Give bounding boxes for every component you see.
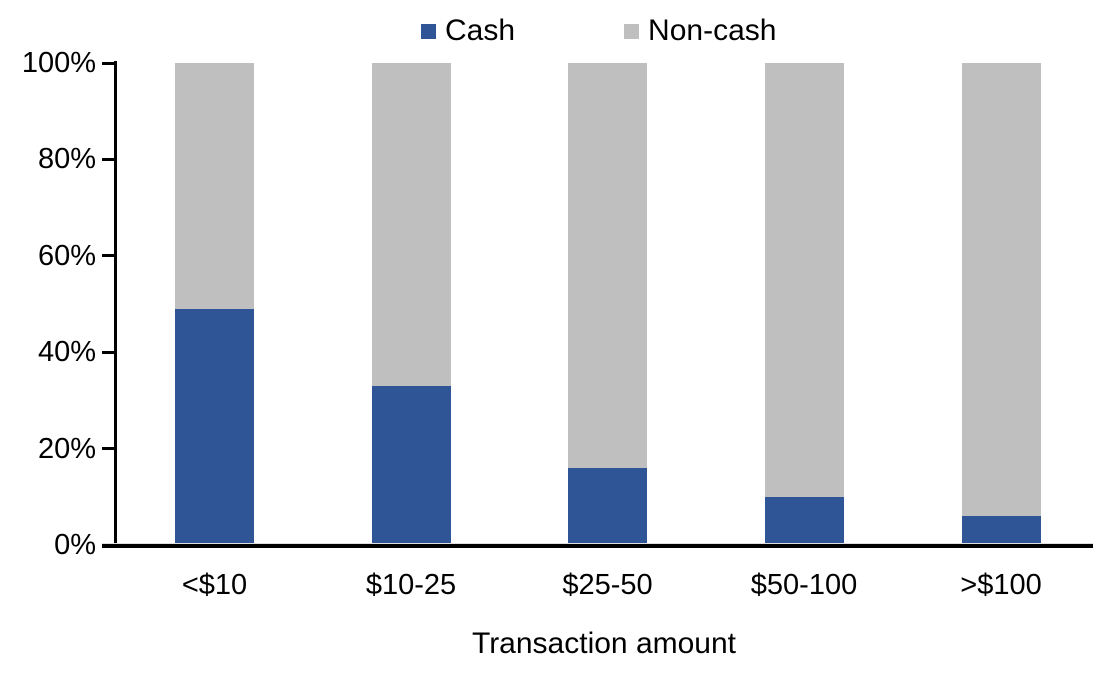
y-axis-tick-label: 100%	[21, 47, 96, 79]
bar-$50-100	[764, 63, 844, 545]
y-axis-tick	[102, 254, 117, 258]
x-axis-category-label: <$10	[181, 569, 248, 601]
bar-segment-cash	[568, 467, 647, 545]
y-axis-tick-label: 60%	[37, 239, 96, 272]
y-axis-tick-label: 40%	[37, 336, 96, 369]
legend-swatch-non-cash-icon	[624, 23, 640, 39]
x-axis-category-label: >$100	[960, 569, 1042, 601]
bar-segment-noncash	[764, 63, 844, 497]
bar-segment-cash	[961, 516, 1041, 545]
legend: Cash Non-cash	[421, 14, 776, 48]
bar-segment-cash	[764, 496, 844, 545]
y-axis-tick	[102, 157, 117, 161]
bar-segment-noncash	[175, 63, 254, 309]
bar-<$10	[175, 63, 254, 545]
bar->$100	[961, 63, 1041, 545]
bar-segment-cash	[371, 385, 451, 545]
legend-item-cash: Cash	[421, 14, 515, 48]
bar-segment-noncash	[371, 63, 451, 386]
y-axis-tick-label: 0%	[54, 529, 96, 561]
x-axis-category-label: $10-25	[365, 569, 457, 601]
bar-segment-cash	[175, 308, 254, 545]
bar-segment-noncash	[568, 63, 647, 468]
bar-segment-noncash	[961, 63, 1041, 517]
x-axis-category-label: $50-100	[750, 569, 858, 601]
x-axis-title: Transaction amount	[471, 627, 737, 660]
y-axis-tick-label: 20%	[37, 432, 96, 465]
y-axis-tick	[102, 350, 117, 354]
y-axis-tick	[102, 61, 117, 65]
y-axis-line	[114, 61, 117, 547]
legend-label: Cash	[445, 14, 516, 47]
y-axis-tick	[102, 447, 117, 451]
bar-$25-50	[568, 63, 647, 545]
x-axis-line	[102, 543, 1093, 548]
legend-item-non-cash: Non-cash	[624, 14, 776, 48]
bar-$10-25	[371, 63, 451, 545]
x-axis-category-label: $25-50	[562, 569, 653, 601]
legend-swatch-cash-icon	[421, 23, 436, 39]
legend-label: Non-cash	[648, 14, 777, 47]
y-axis-tick-label: 80%	[37, 143, 96, 176]
